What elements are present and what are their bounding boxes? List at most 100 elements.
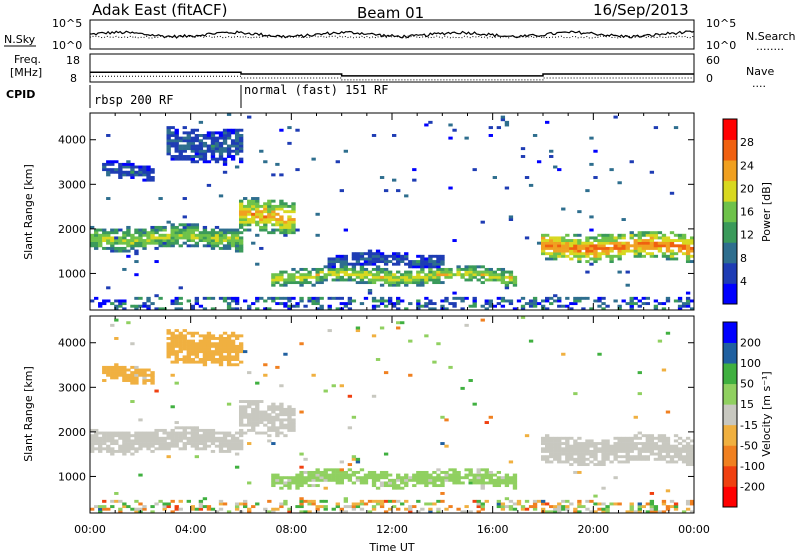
heatmap-cell bbox=[110, 436, 115, 440]
heatmap-cell bbox=[661, 434, 667, 438]
heatmap-cell bbox=[210, 244, 216, 248]
heatmap-cell bbox=[432, 478, 437, 482]
heatmap-cell bbox=[102, 507, 107, 511]
heatmap-cell bbox=[569, 457, 574, 461]
heatmap-cell bbox=[553, 299, 558, 303]
heatmap-cell bbox=[359, 302, 365, 306]
heatmap-cell bbox=[130, 379, 135, 382]
heatmap-cell bbox=[367, 254, 373, 258]
heatmap-cell bbox=[649, 507, 655, 511]
heatmap-cell bbox=[118, 170, 123, 174]
heatmap-cell bbox=[182, 337, 187, 340]
heatmap-cell bbox=[259, 218, 264, 221]
heatmap-cell bbox=[110, 434, 115, 438]
heatmap-cell bbox=[206, 183, 212, 187]
heatmap-cell bbox=[142, 304, 147, 308]
heatmap-cell bbox=[428, 257, 433, 261]
heatmap-cell bbox=[327, 273, 332, 277]
heatmap-cell bbox=[202, 136, 208, 140]
heatmap-cell bbox=[134, 241, 139, 245]
heatmap-cell bbox=[392, 134, 397, 137]
heatmap-cell bbox=[230, 131, 236, 135]
heatmap-cell bbox=[549, 444, 554, 448]
heatmap-cell bbox=[222, 358, 228, 361]
heatmap-cell bbox=[190, 307, 195, 311]
heatmap-cell bbox=[202, 233, 208, 237]
heatmap-cell bbox=[122, 371, 127, 375]
heatmap-cell bbox=[649, 444, 655, 448]
heatmap-cell bbox=[476, 273, 481, 277]
heatmap-cell bbox=[488, 299, 493, 303]
heatmap-cell bbox=[601, 455, 606, 459]
heatmap-cell bbox=[94, 431, 99, 435]
heatmap-cell bbox=[198, 342, 204, 346]
heatmap-cell bbox=[247, 115, 252, 119]
heatmap-cell bbox=[190, 160, 195, 164]
heatmap-cell bbox=[416, 262, 421, 266]
heatmap-cell bbox=[367, 499, 373, 503]
heatmap-cell bbox=[383, 267, 389, 271]
heatmap-cell bbox=[387, 270, 393, 274]
heatmap-cell bbox=[339, 470, 344, 474]
heatmap-cell bbox=[210, 350, 216, 354]
heatmap-cell bbox=[238, 202, 244, 206]
heatmap-cell bbox=[375, 478, 381, 482]
heatmap-cell bbox=[553, 510, 558, 514]
heatmap-cell bbox=[363, 262, 369, 266]
heatmap-cell bbox=[243, 218, 248, 221]
heatmap-cell bbox=[259, 204, 264, 208]
heatmap-cell bbox=[641, 233, 646, 237]
heatmap-cell bbox=[319, 267, 324, 271]
heatmap-cell bbox=[150, 228, 155, 232]
heatmap-cell bbox=[565, 499, 570, 503]
heatmap-cell bbox=[653, 233, 659, 237]
heatmap-cell bbox=[561, 436, 566, 440]
heatmap-cell bbox=[222, 136, 228, 140]
heatmap-cell bbox=[303, 476, 308, 480]
heatmap-cell bbox=[669, 241, 675, 245]
heatmap-cell bbox=[158, 436, 163, 440]
heatmap-cell bbox=[331, 267, 336, 271]
date-label: 16/Sep/2013 bbox=[593, 1, 689, 19]
heatmap-cell bbox=[412, 484, 417, 488]
heatmap-cell bbox=[178, 439, 183, 443]
heatmap-cell bbox=[617, 246, 622, 250]
heatmap-cell bbox=[335, 254, 340, 258]
heatmap-cell bbox=[645, 233, 651, 237]
heatmap-cell bbox=[126, 231, 131, 235]
heatmap-cell bbox=[673, 507, 679, 511]
heatmap-cell bbox=[315, 302, 320, 306]
heatmap-cell bbox=[279, 418, 284, 422]
heatmap-cell bbox=[243, 228, 248, 232]
heatmap-cell bbox=[504, 281, 510, 285]
heatmap-cell bbox=[585, 444, 590, 448]
heatmap-cell bbox=[488, 273, 493, 277]
heatmap-cell bbox=[170, 337, 175, 340]
colorbar-swatch bbox=[723, 242, 737, 264]
heatmap-cell bbox=[673, 455, 679, 459]
heatmap-cell bbox=[335, 270, 340, 274]
heatmap-cell bbox=[251, 415, 256, 419]
heatmap-cell bbox=[609, 241, 614, 245]
heatmap-cell bbox=[577, 457, 582, 461]
heatmap-cell bbox=[299, 267, 304, 271]
y-tick-label: 3000 bbox=[58, 381, 86, 394]
heatmap-cell bbox=[122, 173, 127, 177]
heatmap-cell bbox=[557, 447, 562, 451]
heatmap-cell bbox=[383, 484, 389, 488]
heatmap-cell bbox=[255, 431, 260, 435]
heatmap-cell bbox=[226, 449, 232, 453]
heatmap-cell bbox=[452, 468, 457, 472]
heatmap-cell bbox=[512, 473, 518, 477]
heatmap-cell bbox=[500, 281, 506, 285]
heatmap-cell bbox=[287, 510, 292, 514]
heatmap-cell bbox=[371, 505, 377, 509]
colorbar-swatch bbox=[723, 262, 737, 284]
heatmap-cell bbox=[371, 304, 377, 308]
heatmap-cell bbox=[218, 136, 224, 140]
heatmap-cell bbox=[589, 249, 594, 253]
heatmap-cell bbox=[311, 470, 316, 474]
heatmap-cell bbox=[573, 392, 578, 396]
heatmap-cell bbox=[194, 350, 200, 354]
heatmap-cell bbox=[585, 236, 590, 240]
